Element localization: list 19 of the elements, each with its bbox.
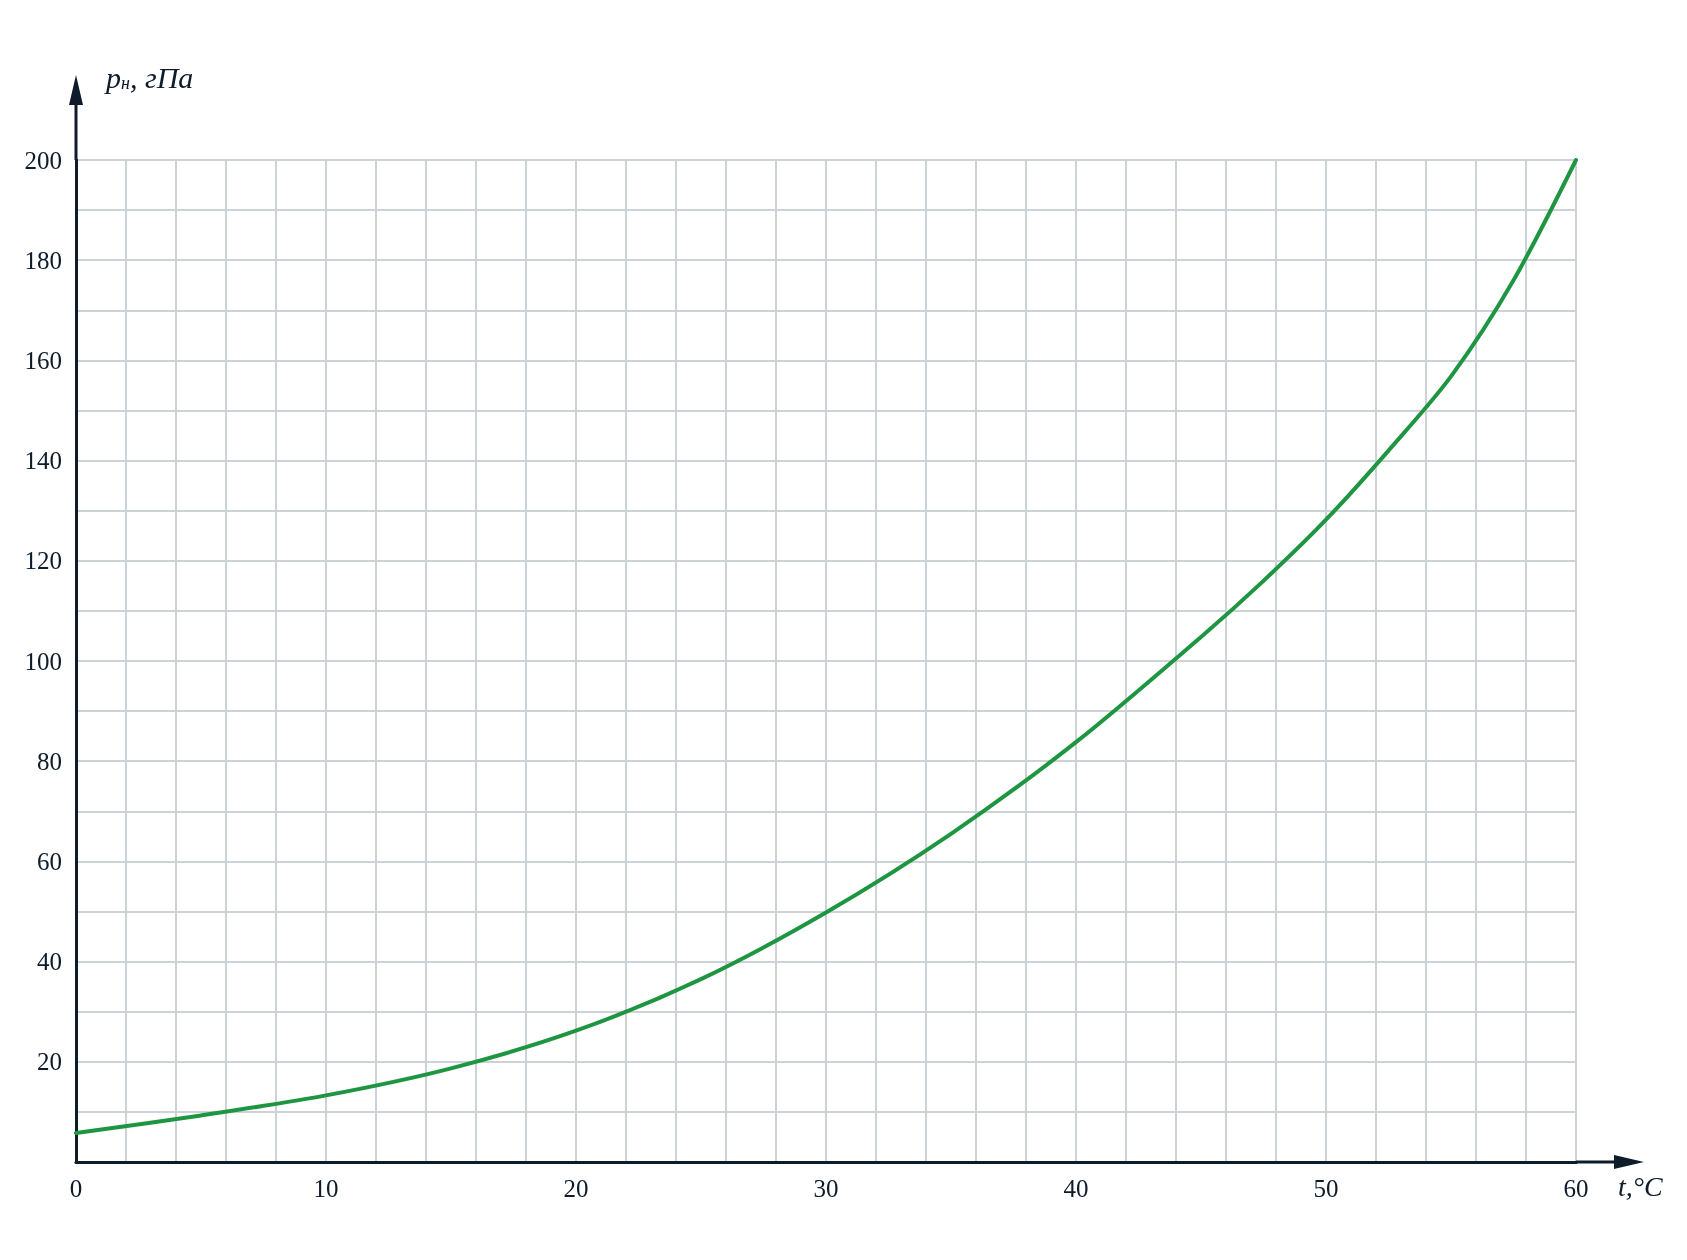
y-tick-label: 140: [24, 447, 62, 475]
x-tick-label: 60: [1563, 1175, 1589, 1202]
y-tick-label: 40: [37, 948, 62, 976]
y-axis-title: pн, гПа: [104, 60, 194, 94]
y-tick-label: 100: [24, 647, 62, 675]
y-tick-label: 60: [37, 847, 62, 875]
y-tick-label: 200: [24, 146, 62, 174]
y-tick-label: 120: [24, 547, 62, 575]
y-tick-label: 180: [24, 246, 62, 274]
x-tick-label: 10: [313, 1175, 339, 1202]
x-axis-title: t,°C: [1618, 1170, 1663, 1202]
y-tick-label: 160: [24, 346, 62, 374]
x-tick-label: 20: [563, 1175, 589, 1202]
y-tick-label: 20: [37, 1048, 62, 1076]
x-tick-label: 40: [1063, 1175, 1089, 1202]
x-tick-label: 50: [1313, 1175, 1339, 1202]
x-tick-label: 0: [69, 1175, 83, 1202]
x-tick-label: 30: [813, 1175, 839, 1202]
y-tick-label: 80: [37, 747, 62, 775]
